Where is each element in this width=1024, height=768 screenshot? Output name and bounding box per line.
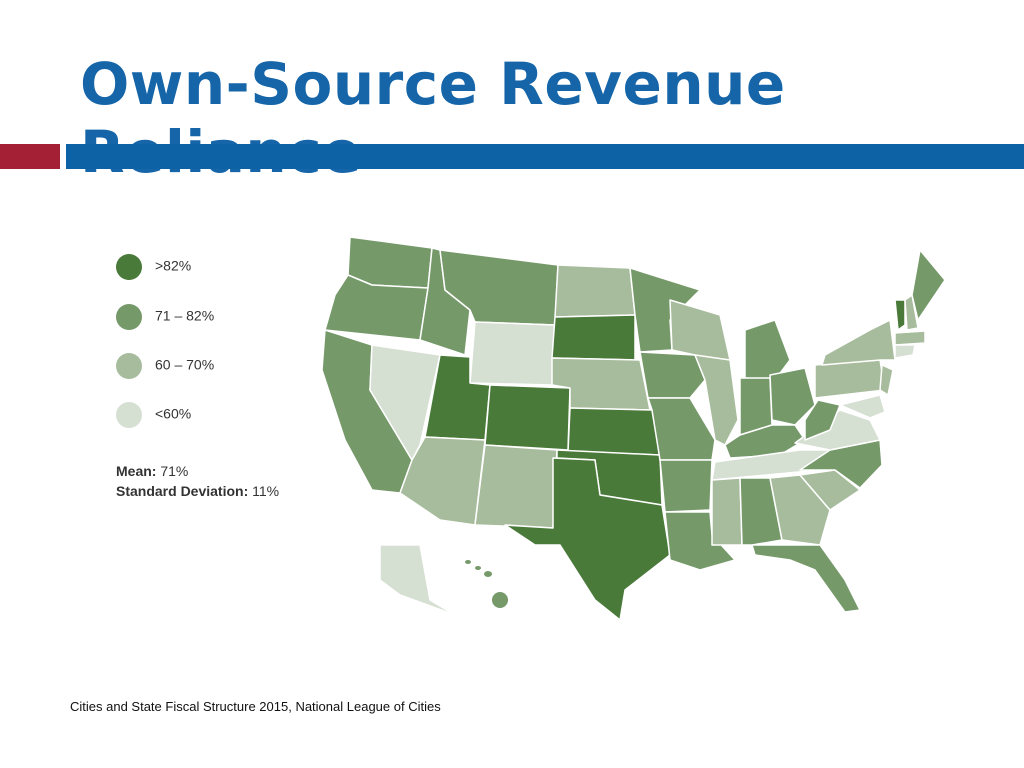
state: [904, 294, 919, 331]
sd-value: 11%: [252, 483, 279, 499]
states: [321, 236, 946, 621]
state: [647, 397, 716, 461]
legend-swatch: [116, 304, 142, 330]
stats-line: Mean: 71%: [116, 463, 188, 479]
header-bar: [66, 144, 1024, 169]
mean-label: Mean:: [116, 463, 156, 479]
legend-label: >82%: [155, 258, 191, 274]
source-note: Cities and State Fiscal Structure 2015, …: [70, 699, 441, 714]
state: [554, 264, 636, 318]
mean-value: 71%: [160, 463, 188, 479]
state: [894, 330, 926, 346]
state: [769, 367, 816, 426]
state: [879, 364, 894, 396]
state: [639, 351, 706, 399]
stats-line: Standard Deviation: 11%: [116, 483, 279, 499]
legend-swatch: [116, 353, 142, 379]
legend: >82% 71 – 82% 60 – 70% <60%: [116, 254, 214, 428]
state: [484, 384, 571, 451]
state: [744, 319, 791, 381]
state: [894, 344, 916, 359]
sd-label: Standard Deviation:: [116, 483, 248, 499]
state: [814, 359, 886, 399]
state: [504, 457, 671, 621]
state: [659, 459, 713, 513]
state: [567, 407, 661, 456]
state: [804, 399, 841, 441]
legend-swatch: [116, 402, 142, 428]
state: [751, 544, 861, 613]
state: [474, 444, 558, 529]
state: [711, 477, 743, 546]
state: [911, 249, 946, 321]
legend-swatch: [116, 254, 142, 280]
accent-bar: [0, 144, 60, 169]
state: [894, 299, 906, 331]
state: [739, 477, 783, 546]
state: [724, 424, 806, 459]
state: [465, 560, 508, 608]
state: [799, 469, 861, 511]
state: [379, 544, 456, 616]
legend-label: <60%: [155, 406, 191, 422]
stats: Mean: 71% Standard Deviation: 11%: [116, 463, 279, 499]
state: [664, 511, 736, 571]
state: [839, 394, 886, 419]
state: [551, 314, 636, 361]
legend-label: 71 – 82%: [155, 308, 214, 324]
state: [821, 319, 896, 366]
state: [399, 436, 486, 526]
legend-label: 60 – 70%: [155, 357, 214, 373]
state: [469, 321, 556, 386]
